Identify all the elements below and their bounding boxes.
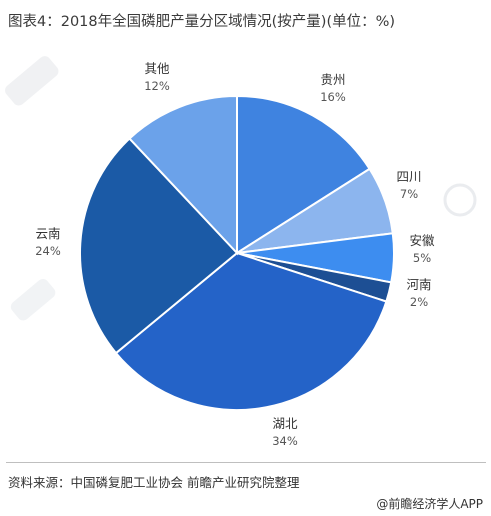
- chart-title: 图表4：2018年全国磷肥产量分区域情况(按产量)(单位：%): [8, 14, 396, 30]
- slice-label-value: 16%: [320, 90, 346, 104]
- pie-chart: 贵州 16% 四川 7% 安徽 5% 河南 2% 湖北 34% 云南 24% 其他 12%: [35, 61, 435, 448]
- pie-slice-7: [128, 94, 238, 256]
- slice-label-name: 河南: [406, 277, 431, 292]
- slice-label-name: 安徽: [409, 233, 435, 248]
- slice-label-value: 5%: [413, 251, 431, 265]
- brand-credit: @前瞻经济学人APP: [373, 495, 483, 512]
- pie-slice-5: [114, 251, 388, 411]
- source-note: 资料来源：中国磷复肥工业协会 前瞻产业研究院整理: [8, 475, 300, 490]
- slice-label-name: 其他: [144, 61, 170, 76]
- slice-label-value: 34%: [272, 434, 298, 448]
- slice-label-value: 12%: [144, 79, 170, 93]
- brand-text: @前瞻经济学人APP: [376, 497, 483, 511]
- slice-label-name: 贵州: [320, 72, 345, 87]
- slice-label-value: 7%: [400, 187, 418, 201]
- slice-label-name: 湖北: [272, 416, 298, 431]
- slice-label-name: 四川: [396, 169, 421, 184]
- slice-label-value: 24%: [35, 244, 61, 258]
- pie-slice-1: [236, 94, 371, 255]
- footer-divider: [6, 462, 486, 463]
- slice-label-value: 2%: [410, 295, 428, 309]
- pie-slice-6: [79, 137, 239, 355]
- slice-label-name: 云南: [35, 226, 60, 241]
